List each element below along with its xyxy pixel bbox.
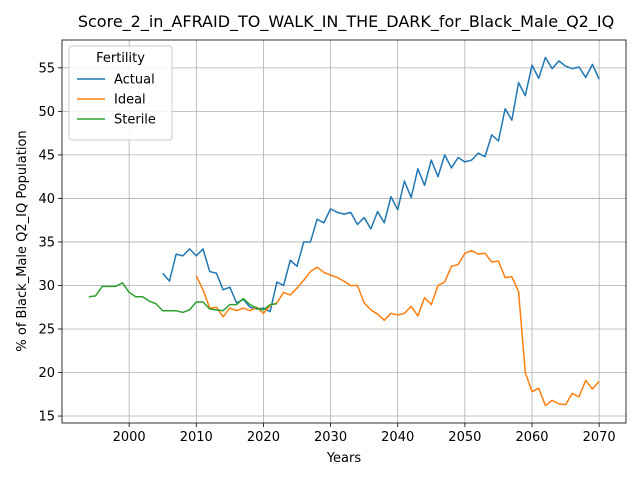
series-line-ideal — [195, 249, 600, 407]
series-lines — [88, 56, 600, 407]
legend-label-sterile: Sterile — [114, 113, 156, 128]
y-tick-label: 20 — [38, 366, 55, 381]
y-tick-label: 35 — [38, 235, 55, 250]
legend-label-actual: Actual — [114, 73, 155, 88]
series-line-actual — [162, 56, 600, 313]
x-tick-label: 2040 — [381, 430, 414, 445]
x-tick-label: 2060 — [515, 430, 548, 445]
y-axis-title: % of Black_Male Q2_IQ Population — [15, 130, 30, 351]
y-axis: 15 20 25 30 35 40 45 50 55 — [38, 61, 62, 425]
legend: Fertility Actual Ideal Sterile — [68, 45, 173, 141]
y-tick-label: 45 — [38, 148, 55, 163]
x-axis: 2000 2010 2020 2030 2040 2050 2060 2070 — [113, 423, 616, 445]
y-tick-label: 40 — [38, 192, 55, 207]
legend-label-ideal: Ideal — [114, 93, 146, 108]
legend-title: Fertility — [96, 51, 145, 66]
x-tick-label: 2010 — [180, 430, 213, 445]
chart-title: Score_2_in_AFRAID_TO_WALK_IN_THE_DARK_fo… — [78, 12, 614, 32]
y-tick-label: 55 — [38, 61, 55, 76]
x-tick-label: 2050 — [448, 430, 481, 445]
grid-lines — [62, 40, 626, 423]
x-axis-title: Years — [326, 451, 362, 466]
plot-frame — [61, 39, 627, 424]
y-tick-label: 30 — [38, 279, 55, 294]
x-tick-label: 2030 — [314, 430, 347, 445]
y-tick-label: 15 — [38, 410, 55, 425]
x-tick-label: 2020 — [247, 430, 280, 445]
y-tick-label: 25 — [38, 322, 55, 337]
legend-box — [68, 45, 173, 141]
x-tick-label: 2000 — [113, 430, 146, 445]
y-tick-label: 50 — [38, 105, 55, 120]
x-tick-label: 2070 — [583, 430, 616, 445]
series-line-sterile — [88, 282, 277, 314]
